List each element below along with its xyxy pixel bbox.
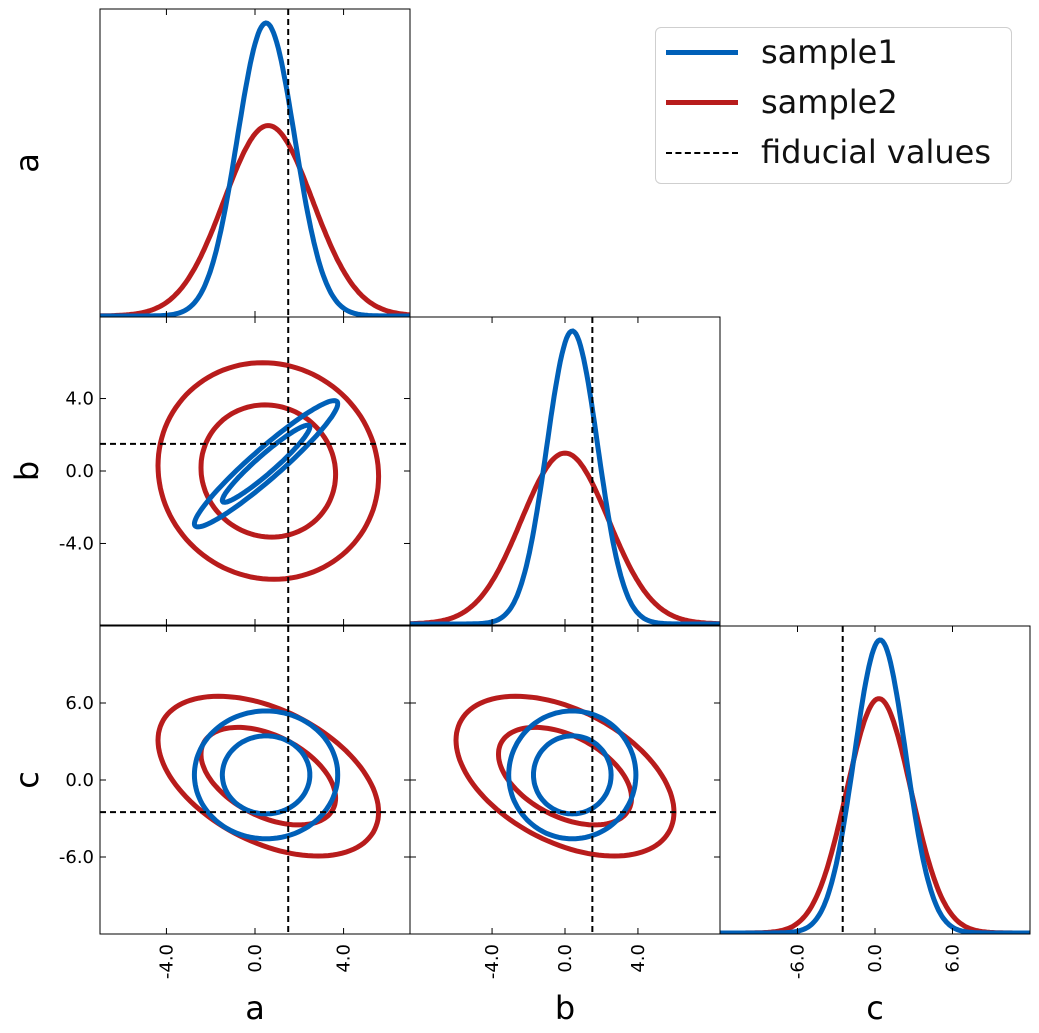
xaxis-label-c: c	[866, 989, 884, 1027]
panel-frame-2-0	[99, 625, 411, 935]
legend-swatch-fiducial	[666, 152, 738, 154]
legend-entry-sample2: sample2	[656, 80, 1011, 126]
xtick-label-c: -6.0	[788, 944, 809, 979]
marginal-a-sample1	[100, 20, 410, 317]
ytick-label-b: 0.0	[65, 461, 94, 482]
xtick-label-c: 6.0	[943, 944, 964, 973]
ytick-label-c: 6.0	[65, 693, 94, 714]
marginal-c-sample1	[720, 637, 1030, 934]
contour-b-c-sample2-outer	[453, 693, 677, 859]
marginal-a-sample2	[100, 123, 410, 317]
legend-label-sample2: sample2	[761, 83, 898, 121]
legend-entry-sample1: sample1	[656, 30, 1011, 76]
panel-frame-1-1	[409, 316, 721, 626]
ytick-label-b: 4.0	[65, 389, 94, 410]
legend-swatch-sample1	[666, 50, 738, 55]
xaxis-label-b: b	[555, 989, 575, 1027]
yaxis-label-a: a	[8, 153, 46, 173]
ytick-label-c: 0.0	[65, 770, 94, 791]
xtick-label-a: 0.0	[245, 944, 266, 973]
legend: sample1 sample2 fiducial values	[655, 27, 1012, 184]
xaxis-label-a: a	[245, 989, 265, 1027]
contour-a-b-sample1-inner	[219, 422, 313, 505]
xtick-label-a: -4.0	[156, 944, 177, 979]
contour-b-c-sample1-inner	[531, 733, 614, 817]
ytick-label-c: -6.0	[59, 847, 94, 868]
panel-frame-2-1	[409, 625, 721, 935]
xtick-label-c: 0.0	[865, 944, 886, 973]
marginal-b-sample2	[410, 450, 720, 625]
contour-b-c-sample1-outer	[506, 708, 639, 842]
marginal-b-sample1	[410, 328, 720, 625]
panel-frame-2-2	[719, 625, 1031, 935]
yaxis-label-c: c	[8, 771, 46, 789]
ytick-label-b: -4.0	[59, 533, 94, 554]
panel-frame-0-0	[99, 8, 411, 318]
xtick-label-b: 4.0	[628, 944, 649, 973]
contour-a-b-sample1-outer	[191, 398, 341, 530]
xtick-label-b: -4.0	[482, 944, 503, 979]
legend-label-fiducial: fiducial values	[761, 133, 991, 171]
xtick-label-a: 4.0	[334, 944, 355, 973]
contour-a-c-sample1-outer	[191, 708, 341, 842]
legend-swatch-sample2	[666, 100, 738, 105]
contour-a-c-sample2-outer	[155, 693, 382, 859]
contour-a-c-sample1-inner	[219, 733, 313, 817]
contour-a-b-sample2-outer	[155, 360, 382, 582]
yaxis-label-b: b	[8, 461, 46, 481]
legend-label-sample1: sample1	[761, 33, 898, 71]
marginal-c-sample2	[720, 696, 1030, 934]
legend-entry-fiducial: fiducial values	[656, 130, 1011, 176]
xtick-label-b: 0.0	[555, 944, 576, 973]
